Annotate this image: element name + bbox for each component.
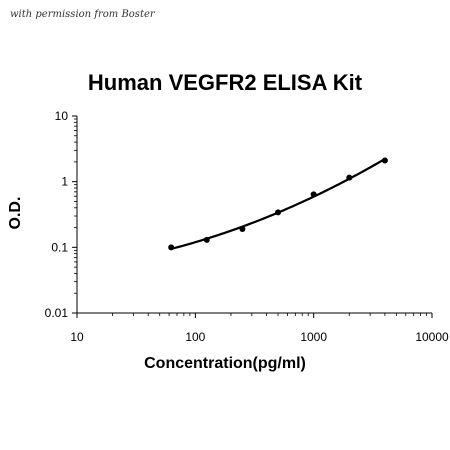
chart-title: Human VEGFR2 ELISA Kit: [87, 70, 363, 95]
fit-curve-line: [170, 158, 386, 250]
y-tick-label: 1: [61, 175, 68, 189]
data-point: [203, 236, 210, 243]
y-tick-label: 0.01: [45, 306, 69, 320]
data-points: [168, 157, 388, 251]
data-point: [346, 174, 353, 181]
y-tick-label: 10: [55, 109, 69, 123]
x-tick-label: 10: [70, 330, 84, 344]
data-point: [381, 157, 388, 164]
x-axis-label: Concentration(pg/ml): [144, 355, 306, 372]
data-point: [310, 191, 317, 198]
data-point: [168, 244, 175, 251]
x-tick-label: 1000: [300, 330, 327, 344]
watermark: with permission from Boster: [10, 9, 155, 20]
axes: [76, 116, 432, 314]
y-tick-label: 0.1: [51, 240, 68, 254]
fit-curve-layer: [170, 158, 386, 250]
x-tick-label: 100: [185, 330, 205, 344]
data-point: [239, 226, 246, 233]
x-tick-label: 10000: [415, 330, 449, 344]
data-point: [275, 209, 282, 216]
